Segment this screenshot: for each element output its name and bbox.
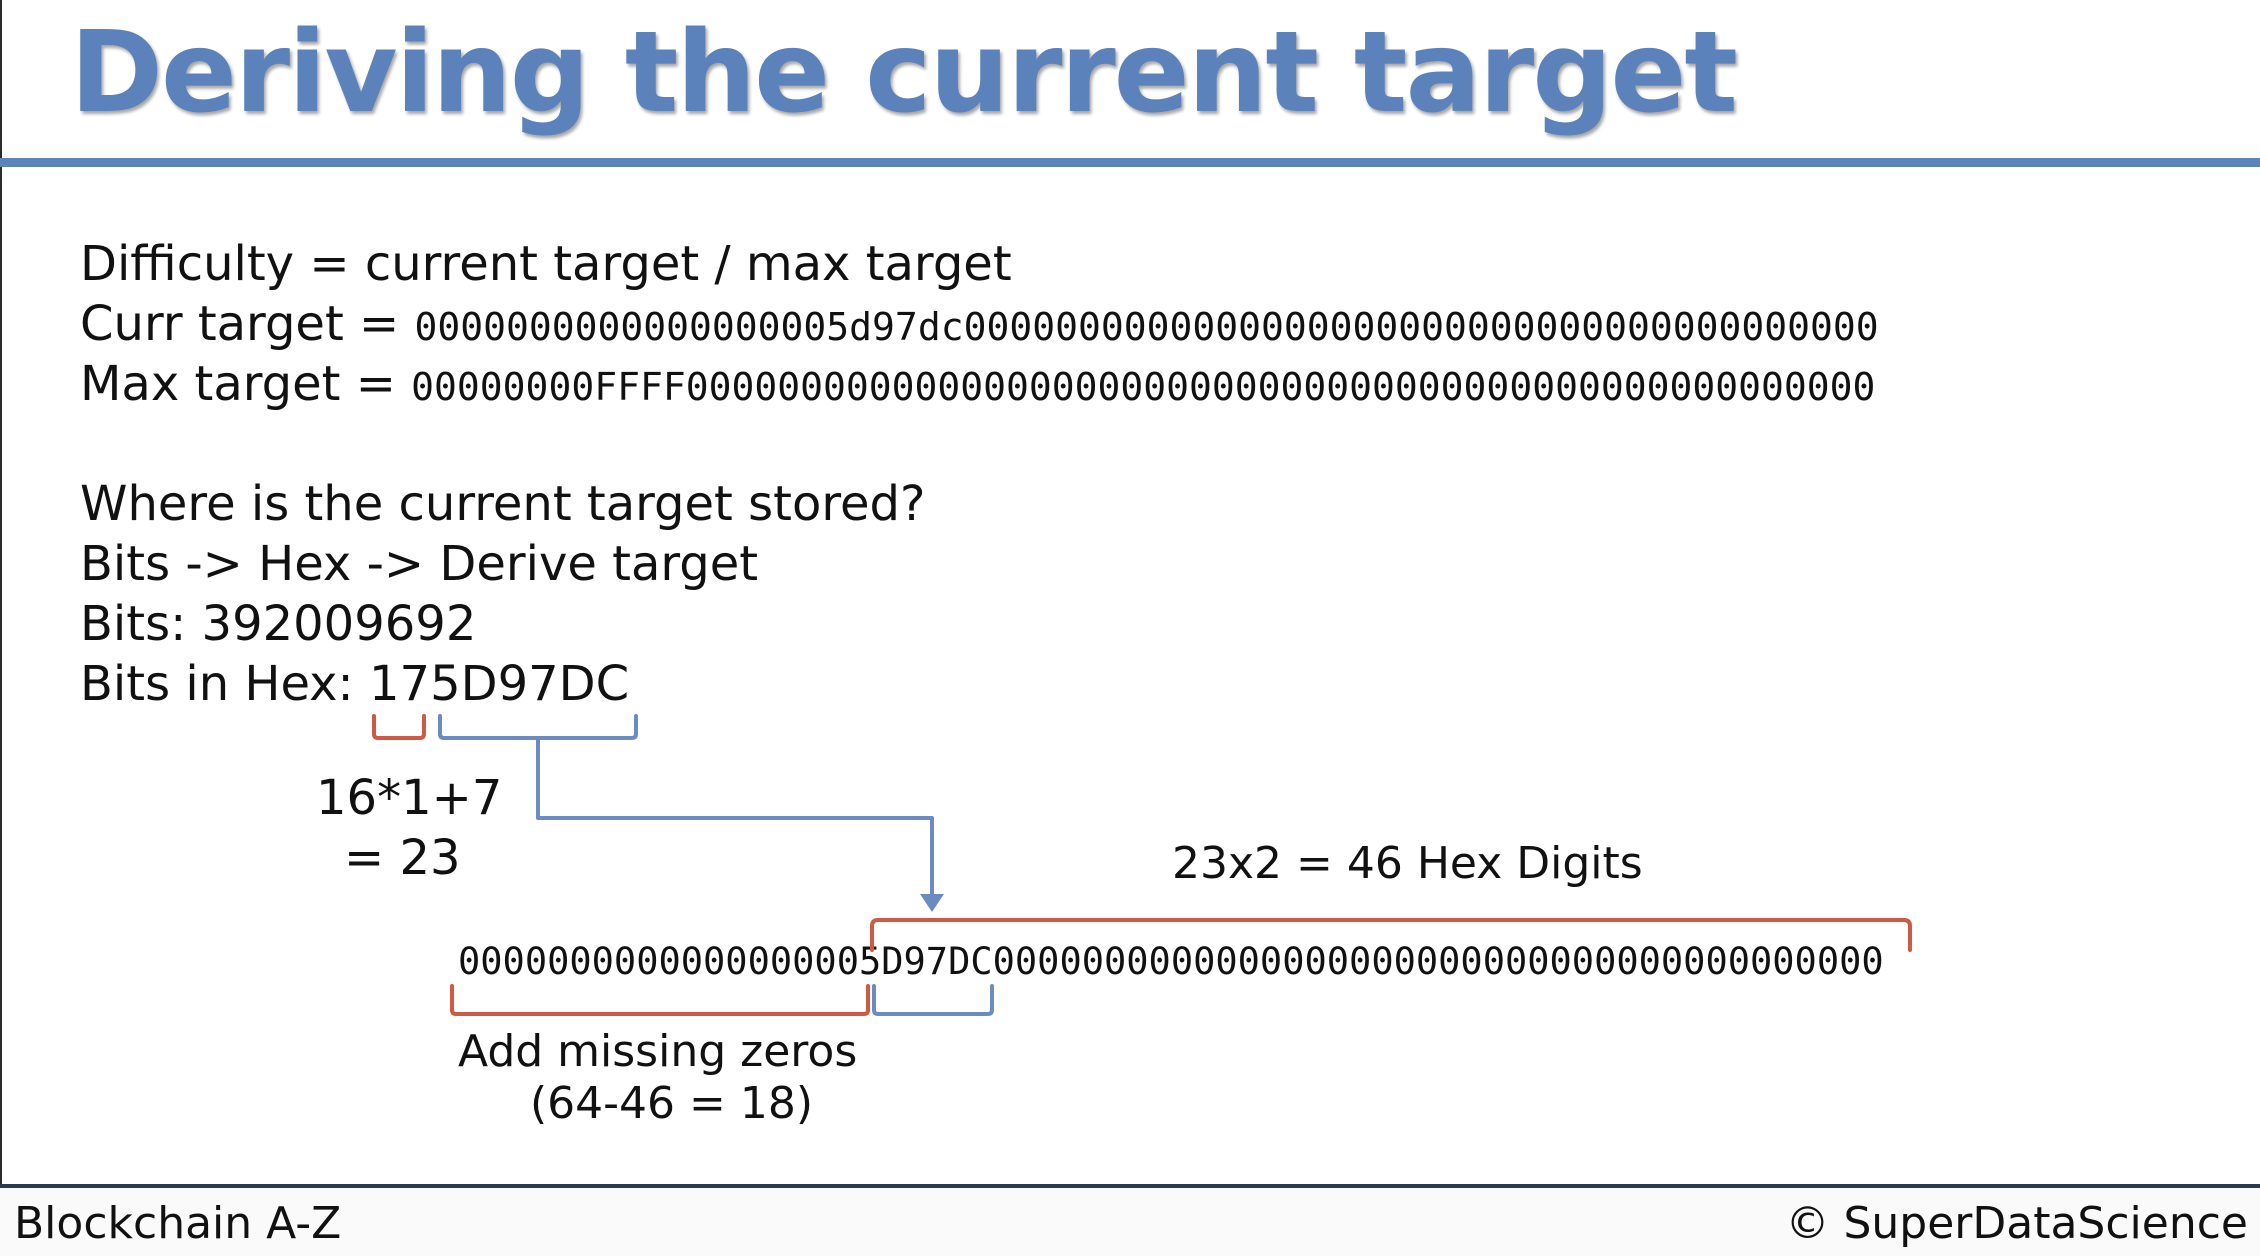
target-leading-zeros: 000000000000000000: [458, 940, 859, 983]
max-target-value: 00000000FFFF0000000000000000000000000000…: [411, 365, 1876, 409]
missing-zeros-note: Add missing zeros: [458, 1026, 858, 1077]
bits-hex-coefficient: 5D97DC: [430, 656, 630, 712]
copyright-notice: © SuperDataScience: [1785, 1198, 2248, 1249]
title-underline-rule: [0, 158, 2260, 167]
bits-hex-label: Bits in Hex:: [80, 656, 369, 712]
difficulty-formula: Difficulty = current target / max target: [80, 236, 1012, 292]
target-coefficient-bracket: [872, 984, 994, 1016]
missing-zeros-bracket: [450, 984, 870, 1016]
derived-target-value: 0000000000000000005D97DC0000000000000000…: [458, 940, 1884, 983]
target-coefficient: 5D97DC: [858, 940, 993, 983]
bits-hex-exponent: 17: [368, 656, 431, 712]
max-target-line: Max target = 00000000FFFF000000000000000…: [80, 356, 1875, 412]
max-target-label: Max target =: [80, 356, 412, 412]
exponent-calc-line1: 16*1+7: [316, 770, 503, 826]
curr-target-value: 0000000000000000005d97dc0000000000000000…: [414, 305, 1879, 349]
curr-target-line: Curr target = 0000000000000000005d97dc00…: [80, 296, 1879, 352]
slide-footer: Blockchain A-Z © SuperDataScience: [0, 1184, 2260, 1256]
arrow-head: [920, 894, 944, 912]
derivation-steps: Bits -> Hex -> Derive target: [80, 536, 759, 592]
target-trailing-zeros: 0000000000000000000000000000000000000000: [992, 940, 1884, 983]
hex-digits-note: 23x2 = 46 Hex Digits: [1172, 838, 1643, 889]
course-name: Blockchain A-Z: [14, 1198, 342, 1249]
slide-left-border: [0, 0, 2, 1186]
slide-title: Deriving the current target: [70, 8, 1738, 138]
hex-digits-bracket: [870, 918, 1912, 952]
coefficient-arrow-line: [536, 738, 934, 900]
bits-hex-line: Bits in Hex: 175D97DC: [80, 656, 629, 712]
coefficient-bracket: [438, 714, 638, 740]
bits-value: Bits: 392009692: [80, 596, 477, 652]
curr-target-label: Curr target =: [80, 296, 415, 352]
exponent-bracket: [372, 714, 426, 740]
storage-question: Where is the current target stored?: [80, 476, 926, 532]
exponent-calc-line2: = 23: [344, 830, 461, 886]
missing-zeros-calc: (64-46 = 18): [530, 1078, 814, 1129]
